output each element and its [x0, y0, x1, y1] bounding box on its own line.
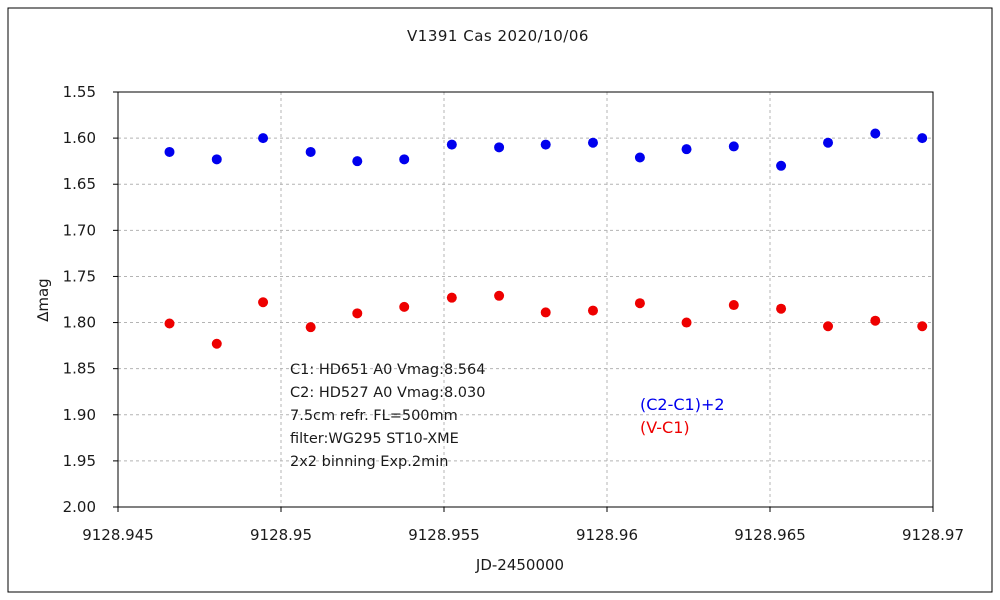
data-point-series-2 — [305, 322, 316, 333]
y-tick-label: 1.75 — [63, 267, 96, 285]
data-point-series-2 — [870, 315, 881, 326]
data-point-series-1 — [587, 137, 598, 148]
y-tick-label: 1.55 — [63, 83, 96, 101]
data-point-series-2 — [917, 321, 928, 332]
data-point-series-1 — [258, 133, 269, 144]
data-point-series-1 — [211, 154, 222, 165]
data-point-series-1 — [681, 144, 692, 155]
data-point-series-2 — [494, 290, 505, 301]
y-tick-label: 1.65 — [63, 175, 96, 193]
data-point-series-1 — [352, 156, 363, 167]
y-tick-label: 1.95 — [63, 452, 96, 470]
y-tick-label: 1.85 — [63, 360, 96, 378]
data-point-series-2 — [352, 308, 363, 319]
data-point-series-2 — [823, 321, 834, 332]
x-tick-label: 9128.95 — [250, 526, 312, 544]
y-tick-label: 1.90 — [63, 406, 96, 424]
y-tick-label: 2.00 — [63, 498, 96, 516]
chart-title: V1391 Cas 2020/10/06 — [407, 27, 589, 45]
data-point-series-2 — [776, 303, 787, 314]
grid-lines — [118, 92, 933, 507]
data-point-series-2 — [399, 301, 410, 312]
data-point-series-2 — [446, 292, 457, 303]
data-point-series-1 — [823, 137, 834, 148]
x-tick-label: 9128.955 — [408, 526, 480, 544]
x-axis-label: JD-2450000 — [475, 556, 564, 574]
info-annotations: C1: HD651 A0 Vmag:8.564 C2: HD527 A0 Vma… — [290, 362, 485, 470]
annotation-telescope: 7.5cm refr. FL=500mm — [290, 408, 458, 424]
data-points — [164, 128, 928, 349]
legend: (C2-C1)+2 (V-C1) — [640, 395, 725, 437]
data-point-series-1 — [164, 146, 175, 157]
x-tick-label: 9128.97 — [902, 526, 964, 544]
y-axis-ticks: 1.55 1.60 1.65 1.70 1.75 1.80 1.85 1.90 1.95 2.00 — [63, 83, 118, 516]
data-point-series-1 — [494, 142, 505, 153]
legend-entry-v-c1: (V-C1) — [640, 418, 690, 437]
x-tick-label: 9128.965 — [734, 526, 806, 544]
data-point-series-1 — [728, 141, 739, 152]
data-point-series-2 — [728, 300, 739, 311]
y-tick-label: 1.80 — [63, 314, 96, 332]
data-point-series-1 — [776, 160, 787, 171]
data-point-series-1 — [446, 139, 457, 150]
plot-area — [117, 91, 934, 508]
x-axis-ticks: 9128.945 9128.95 9128.955 9128.96 9128.965 91… — [82, 507, 964, 544]
annotation-binning: 2x2 binning Exp.2min — [290, 454, 448, 470]
data-point-series-2 — [258, 297, 269, 308]
legend-entry-c2-c1: (C2-C1)+2 — [640, 395, 725, 414]
data-point-series-1 — [540, 139, 551, 150]
data-point-series-2 — [540, 307, 551, 318]
annotation-c1: C1: HD651 A0 Vmag:8.564 — [290, 362, 485, 378]
data-point-series-1 — [917, 133, 928, 144]
data-point-series-2 — [587, 305, 598, 316]
data-point-series-1 — [870, 128, 881, 139]
data-point-series-2 — [211, 338, 222, 349]
data-point-series-1 — [305, 146, 316, 157]
data-point-series-1 — [634, 152, 645, 163]
data-point-series-1 — [399, 154, 410, 165]
data-point-series-2 — [681, 317, 692, 328]
annotation-c2: C2: HD527 A0 Vmag:8.030 — [290, 385, 485, 401]
y-tick-label: 1.70 — [63, 221, 96, 239]
x-tick-label: 9128.945 — [82, 526, 154, 544]
data-point-series-2 — [634, 298, 645, 309]
y-tick-label: 1.60 — [63, 129, 96, 147]
x-tick-label: 9128.96 — [576, 526, 638, 544]
data-point-series-2 — [164, 318, 175, 329]
y-axis-label: ∆mag — [34, 278, 52, 322]
annotation-filter: filter:WG295 ST10-XME — [290, 431, 459, 447]
